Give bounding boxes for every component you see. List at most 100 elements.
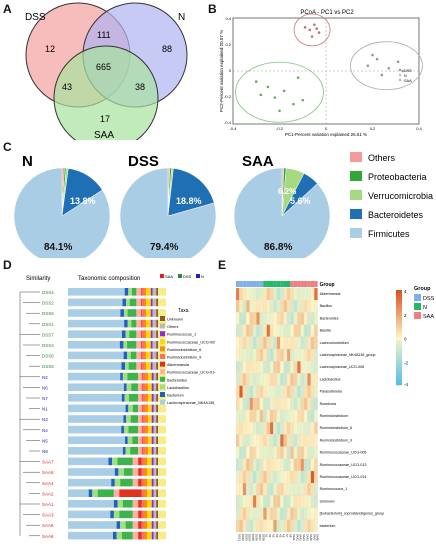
bar-segment (141, 351, 145, 360)
heatmap-cell (256, 470, 260, 484)
group-legend-swatch (414, 303, 421, 310)
bar-segment (125, 436, 128, 444)
heatmap-cell (280, 434, 284, 447)
heatmap-cell (242, 483, 247, 496)
pcoa-ytick: 0.2 (225, 42, 231, 47)
bar-segment (119, 341, 124, 349)
heatmap-cell (235, 458, 240, 472)
bar-segment (68, 489, 89, 497)
taxa-swatch (160, 384, 165, 390)
bar-segment (144, 351, 147, 360)
heatmap-cell (269, 373, 274, 386)
heatmap-cell (269, 470, 274, 484)
heatmap-cell (235, 287, 240, 301)
heatmap-col-label: DSS5 (251, 534, 255, 541)
heatmap-cell (239, 507, 243, 520)
pcoa-point-saa (273, 96, 277, 99)
heatmap-cell (273, 409, 277, 423)
venn-saa-only: 17 (100, 114, 110, 124)
heatmap-cell (266, 495, 271, 508)
taxa-swatch (160, 361, 165, 367)
bar-segment (125, 362, 129, 370)
bar-segment (146, 330, 151, 338)
scale-band (396, 344, 402, 348)
scale-tick: -2 (404, 360, 408, 365)
bar-segment (144, 478, 148, 487)
heatmap-cell (249, 434, 254, 447)
heatmap-cell (246, 300, 250, 313)
heatmap-group-cell (297, 281, 301, 287)
bar-segment (119, 510, 133, 519)
heatmap-cell (259, 519, 264, 533)
heatmap-cell (297, 434, 301, 447)
taxa-swatch (160, 354, 165, 359)
heatmap-cell (303, 373, 308, 386)
heatmap-cell (256, 422, 260, 435)
heatmap-cell (293, 287, 298, 301)
heatmap-cell (283, 324, 288, 337)
heatmap-cell (239, 361, 243, 374)
heatmap-cell (252, 312, 257, 325)
heatmap-cell (239, 446, 243, 459)
heatmap-cell (249, 361, 254, 374)
bar-segment (120, 309, 124, 317)
heatmap-cell (242, 385, 247, 398)
heatmap-cell (242, 336, 247, 350)
heatmap-cell (290, 300, 294, 313)
bar-segment (146, 351, 151, 360)
bar-segment (146, 288, 151, 296)
bar-segment (156, 394, 158, 402)
pie-legend-label: Bacteroidetes (368, 210, 424, 220)
pie-charts: N 84.1% 13.8% DSS 79.4% 18.8% SAA 86.8% 5.6%6.2%… (13, 152, 433, 258)
heatmap-cell (314, 483, 318, 496)
heatmap-cell (286, 519, 291, 533)
heatmap-cell (286, 300, 291, 313)
sample-label: N4 (42, 428, 48, 433)
venn-set-saa: SAA (94, 130, 114, 140)
bar-segment (153, 478, 157, 487)
bar-segment (151, 510, 154, 519)
heatmap-group-cell (290, 281, 294, 287)
heatmap-row-label: Bacillus (320, 304, 333, 308)
heatmap-cell (276, 385, 281, 398)
taxa-swatch (160, 346, 165, 352)
taxa-swatch (160, 338, 165, 344)
sample-label: DSS4 (42, 290, 54, 295)
bar-segment (153, 510, 157, 519)
pcoa-point-dss (308, 28, 312, 32)
bar-segment (126, 383, 132, 391)
heatmap-cell (280, 312, 284, 325)
bar-segment (68, 288, 125, 296)
pcoa-legend-label: N (404, 74, 407, 78)
scale-band (396, 337, 402, 341)
pie-slice-firmicutes (13, 167, 111, 258)
heatmap-cell (297, 458, 301, 472)
heatmap-cell (256, 312, 260, 325)
venn-dss-saa: 43 (62, 82, 72, 92)
bar-segment (153, 372, 157, 381)
pcoa-legend-marker (398, 68, 402, 72)
scale-band (396, 347, 402, 350)
heatmap-cell (290, 287, 294, 301)
heatmap-cell (286, 397, 291, 411)
bar-segment (136, 309, 141, 317)
scale-band (396, 356, 402, 360)
heatmap-group-cell (253, 281, 257, 287)
heatmap-cell (300, 483, 305, 496)
heatmap-cell (303, 312, 308, 325)
bar-segment (132, 500, 139, 508)
bar-segment (144, 457, 148, 466)
heatmap-cell (252, 507, 257, 520)
heatmap-cell (249, 373, 254, 386)
bar-segment (146, 298, 151, 307)
bar-segment (152, 351, 157, 360)
bar-segment (156, 351, 158, 360)
bar-segment (68, 510, 111, 519)
heatmap-cell (297, 495, 301, 508)
sample-label: DSS8 (42, 354, 54, 359)
heatmap-cell (246, 373, 250, 386)
heatmap-cell (266, 507, 271, 520)
heatmap-col-label: SAA7 (312, 534, 316, 541)
heatmap-row-label: Ruminococcaceae_UCG-013 (320, 463, 367, 467)
bar-segment (151, 383, 154, 391)
